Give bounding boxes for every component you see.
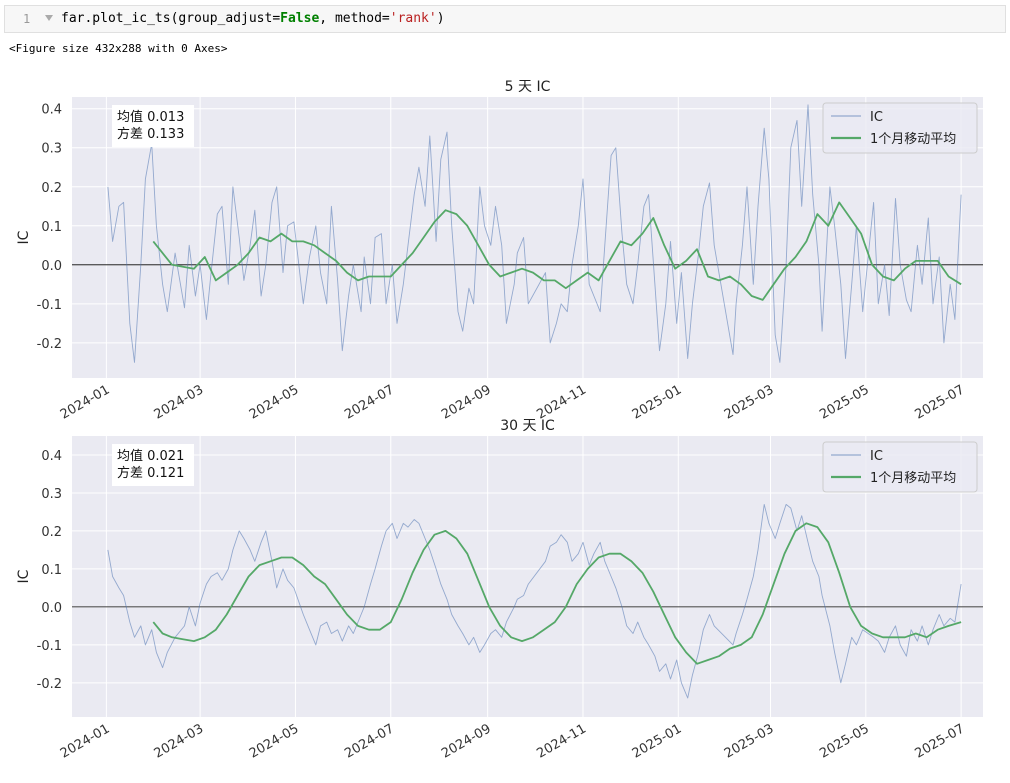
legend-box [822, 102, 978, 154]
stats-text: 均值 0.021 [117, 448, 184, 464]
x-tick-label: 2024-03 [152, 721, 207, 761]
x-tick-label: 2025-01 [630, 721, 685, 761]
code-cell[interactable]: 1 far.plot_ic_ts(group_adjust=False, met… [4, 5, 1006, 33]
stats-box [112, 105, 194, 147]
legend-label: 1个月移动平均 [870, 471, 956, 486]
code-prefix: far.plot_ic_ts(group_adjust= [61, 11, 281, 26]
y-tick-label: -0.2 [37, 677, 62, 692]
x-tick-label: 2025-05 [817, 721, 872, 761]
collapse-arrow-icon[interactable] [45, 15, 53, 21]
y-tick-label: 0.3 [41, 142, 62, 157]
x-tick-label: 2024-01 [58, 382, 113, 422]
y-tick-label: 0.4 [41, 103, 62, 118]
x-tick-label: 2024-01 [58, 721, 113, 761]
y-tick-label: 0.2 [41, 525, 62, 540]
y-tick-label: 0.2 [41, 181, 62, 196]
x-tick-label: 2025-07 [913, 382, 968, 422]
chart-panel-1: -0.2 -0.1 0.0 0.1 0.2 0.3 0.4 2024-01 2024-03 202… [16, 79, 983, 423]
legend-label: 1个月移动平均 [870, 132, 956, 147]
legend-label: IC [870, 449, 883, 464]
x-tick-label: 2024-09 [439, 721, 494, 761]
stats-text: 方差 0.133 [117, 126, 184, 142]
x-tick-label: 2025-01 [630, 382, 685, 422]
code-string: 'rank' [389, 11, 437, 26]
moving-average-line [152, 201, 962, 301]
x-tick-label: 2025-03 [722, 382, 777, 422]
x-tick-label: 2024-09 [439, 382, 494, 422]
stats-box [112, 444, 194, 486]
y-axis-label: IC [16, 569, 32, 583]
moving-average-line [152, 522, 962, 665]
legend-box [822, 441, 978, 493]
y-tick-label: -0.2 [37, 337, 62, 352]
stats-text: 方差 0.121 [117, 465, 184, 481]
x-tick-label: 2024-05 [247, 721, 302, 761]
y-tick-label: 0.1 [41, 563, 62, 578]
line-number: 1 [23, 12, 31, 26]
x-tick-label: 2025-07 [913, 721, 968, 761]
stdout-output: <Figure size 432x288 with 0 Axes> [9, 42, 228, 55]
y-tick-label: 0.0 [41, 601, 62, 616]
x-tick-label: 2025-05 [817, 382, 872, 422]
y-tick-label: -0.1 [37, 639, 62, 654]
code-middle: , method= [319, 11, 390, 26]
code-text[interactable]: far.plot_ic_ts(group_adjust=False, metho… [61, 11, 445, 26]
stats-text: 均值 0.013 [117, 109, 184, 125]
x-tick-label: 2024-07 [342, 721, 397, 761]
x-tick-label: 2024-11 [534, 382, 589, 422]
y-tick-label: 0.3 [41, 487, 62, 502]
chart-title: 30 天 IC [500, 418, 555, 434]
ic-series-line [107, 503, 962, 699]
y-tick-label: 0.0 [41, 259, 62, 274]
legend-label: IC [870, 110, 883, 125]
x-tick-label: 2024-03 [152, 382, 207, 422]
y-tick-label: -0.1 [37, 298, 62, 313]
x-tick-label: 2024-07 [342, 382, 397, 422]
x-tick-label: 2024-11 [534, 721, 589, 761]
figure: -0.2 -0.1 0.0 0.1 0.2 0.3 0.4 2024-01 2024-03 202… [16, 79, 983, 762]
chart-title: 5 天 IC [505, 79, 551, 95]
y-tick-label: 0.4 [41, 449, 62, 464]
y-axis-label: IC [16, 230, 32, 244]
code-suffix: ) [436, 11, 445, 26]
y-tick-label: 0.1 [41, 220, 62, 235]
x-tick-label: 2024-05 [247, 382, 302, 422]
x-tick-label: 2025-03 [722, 721, 777, 761]
code-keyword: False [280, 11, 320, 26]
chart-panel-2: -0.2 -0.1 0.0 0.1 0.2 0.3 0.4 2024-01 2024-03 202… [16, 418, 983, 762]
